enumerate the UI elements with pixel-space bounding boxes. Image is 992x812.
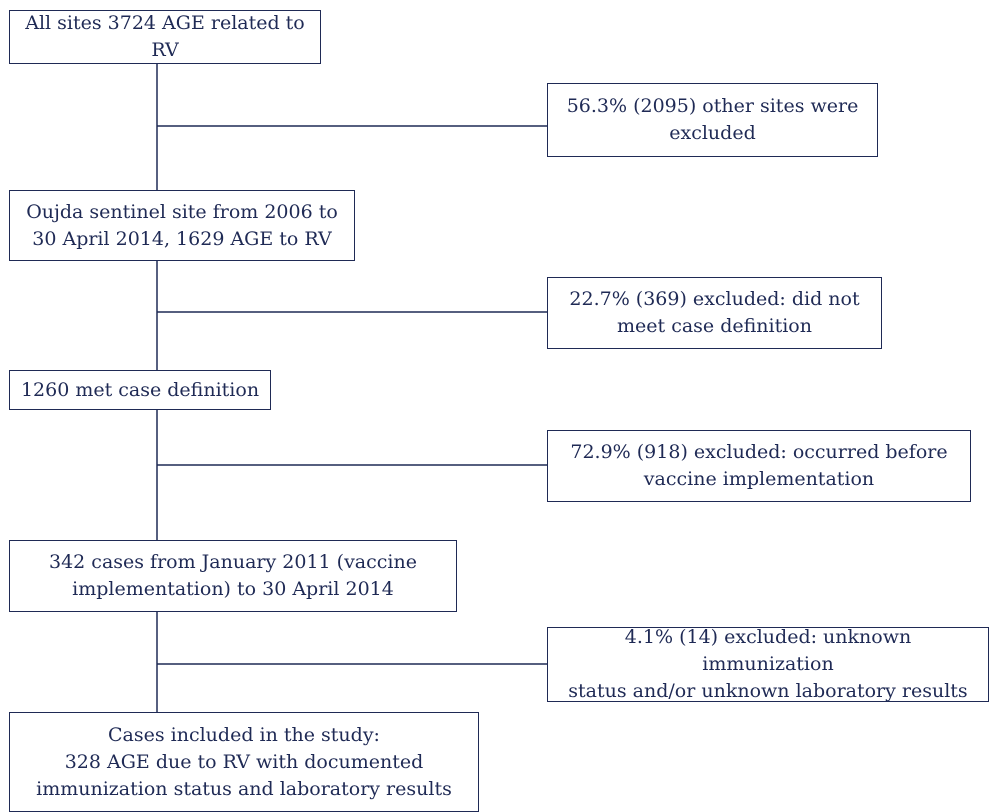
node-text: Oujda sentinel site from 2006 to — [26, 200, 338, 223]
node-all-sites: All sites 3724 AGE related to RV — [9, 10, 321, 64]
exclusion-unknown-status: 4.1% (14) excluded: unknown immunization… — [547, 626, 989, 702]
node-text: immunization status and laboratory resul… — [36, 777, 452, 800]
exclusion-text: 56.3% (2095) other sites were — [566, 95, 859, 117]
exclusion-case-definition: 22.7% (369) excluded: did not meet case … — [547, 277, 882, 349]
node-text: 342 cases from January 2011 (vaccine — [49, 551, 417, 573]
node-included: Cases included in the study: 328 AGE due… — [9, 712, 479, 812]
node-cases-2011: 342 cases from January 2011 (vaccine imp… — [9, 540, 457, 612]
node-text: 328 AGE due to RV with documented — [64, 750, 424, 773]
exclusion-text: 22.7% (369) excluded: did not — [569, 288, 860, 310]
node-oujda-site: Oujda sentinel site from 2006 to 30 Apri… — [9, 190, 355, 261]
exclusion-text: 72.9% (918) excluded: occurred before — [570, 441, 948, 463]
exclusion-text: vaccine implementation — [643, 468, 875, 490]
node-text: implementation) to 30 April 2014 — [72, 578, 394, 600]
node-text: All sites 3724 AGE related to RV — [25, 12, 305, 61]
exclusion-text: excluded — [669, 122, 756, 144]
exclusion-text: status and/or unknown laboratory results — [568, 680, 968, 702]
node-text: Cases included in the study: — [108, 723, 380, 746]
exclusion-other-sites: 56.3% (2095) other sites were excluded — [547, 83, 878, 157]
node-text: 30 April 2014, 1629 AGE to RV — [32, 227, 332, 250]
exclusion-before-vaccine: 72.9% (918) excluded: occurred before va… — [547, 430, 971, 502]
node-met-case-definition: 1260 met case definition — [9, 370, 271, 410]
exclusion-text: 4.1% (14) excluded: unknown immunization — [624, 626, 912, 675]
exclusion-text: meet case definition — [617, 315, 812, 337]
node-text: 1260 met case definition — [20, 378, 260, 401]
